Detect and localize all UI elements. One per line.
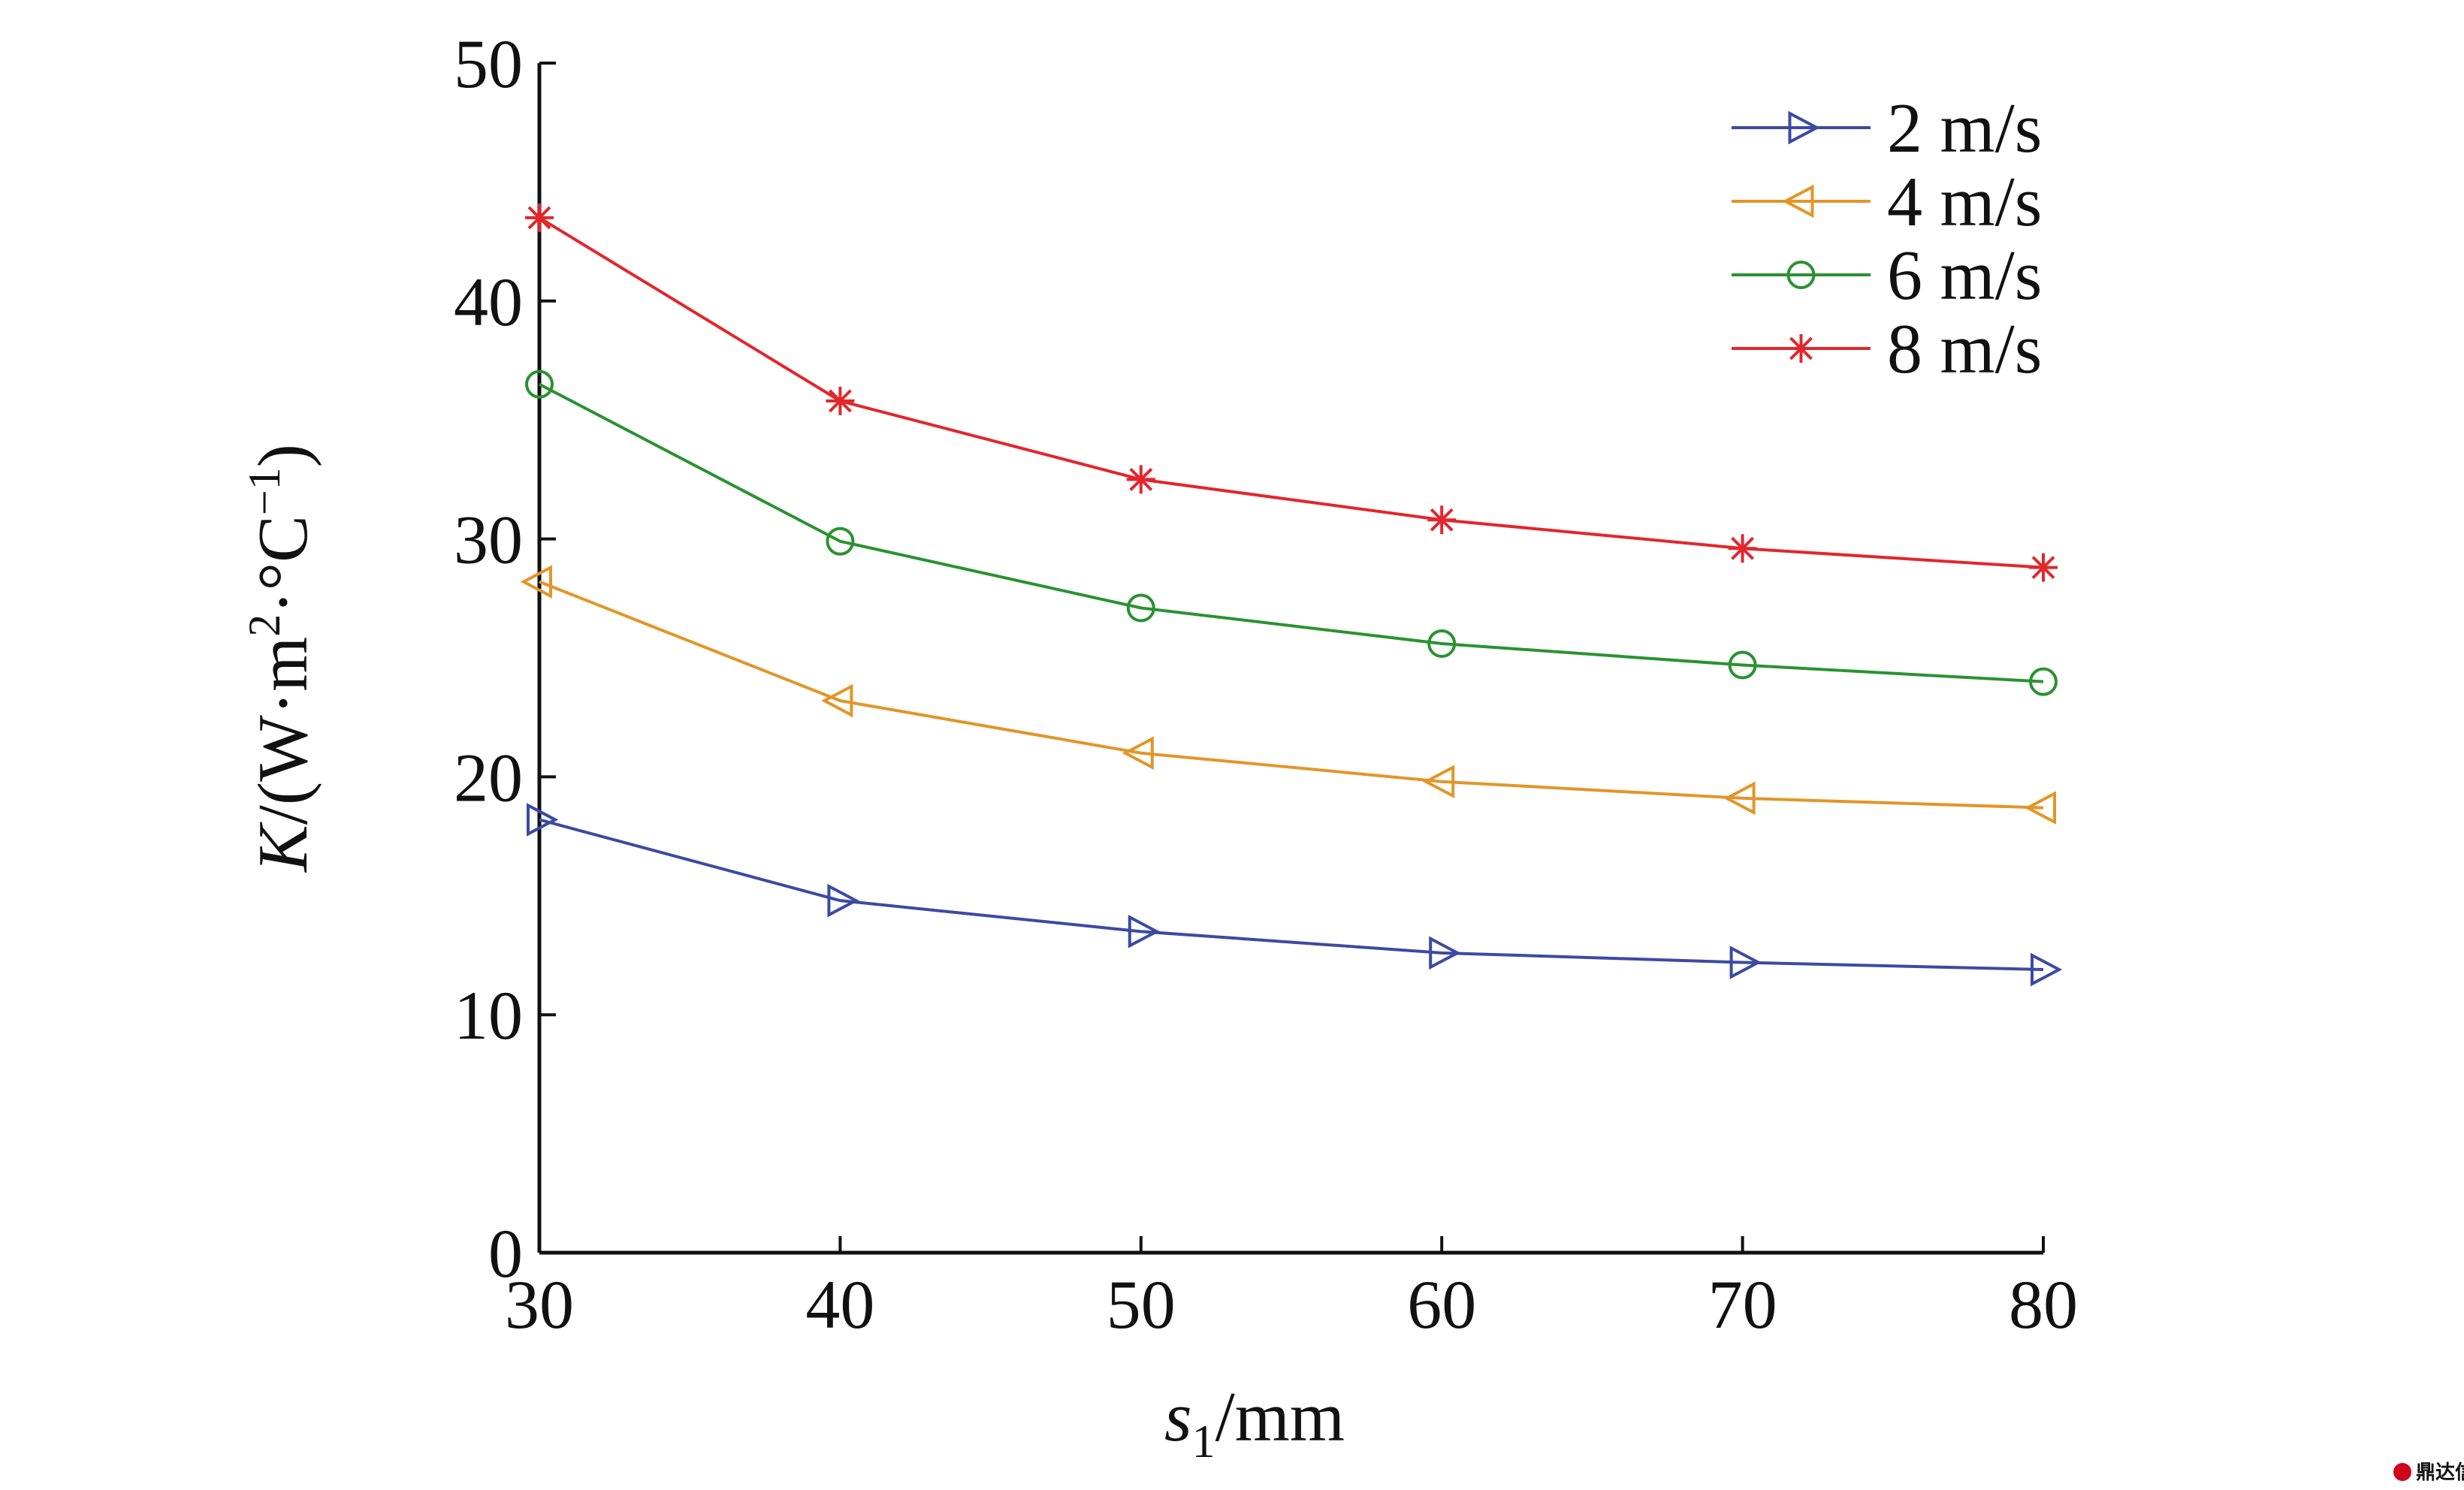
y-tick-label: 30 (454, 502, 523, 578)
y-tick-label: 20 (454, 739, 523, 816)
x-axis-title: s1/mm (1164, 1378, 1345, 1467)
x-tick-label: 50 (1107, 1266, 1176, 1343)
watermark: 鼎达信 (2393, 1461, 2464, 1483)
data-point (1728, 650, 1757, 680)
data-point (2024, 791, 2056, 825)
x-tick-label: 40 (805, 1266, 874, 1343)
x-axis-title-main: s (1164, 1378, 1192, 1456)
data-point (1729, 946, 1762, 979)
y-tick-label: 40 (454, 264, 523, 340)
y-tick-label: 50 (454, 26, 523, 102)
y-axis-title-sup-2: −1 (240, 467, 289, 515)
y-axis-title-symbol: K (244, 822, 322, 873)
dingda-logo-icon (2393, 1463, 2411, 1481)
legend-label: 4 m/s (1887, 163, 2042, 241)
series-line (538, 216, 2044, 569)
data-point (1427, 505, 1457, 535)
y-axis-title-unit-b: ·°C (244, 515, 322, 614)
legend-entry: 6 m/s (1732, 237, 2042, 315)
data-point (1728, 534, 1757, 563)
data-point (1427, 629, 1457, 658)
y-axis-title-close: ) (244, 444, 322, 467)
axes (537, 63, 2043, 1255)
legend-marker (1782, 184, 1814, 219)
data-point (1422, 765, 1455, 799)
series-line (539, 382, 2044, 683)
data-point (1122, 736, 1154, 771)
legend-marker (1786, 261, 1816, 289)
x-tick-label: 60 (1407, 1266, 1476, 1343)
data-point (1723, 781, 1756, 816)
data-point (821, 683, 853, 718)
series-3 (525, 369, 2058, 696)
watermark-text: 鼎达信 (2416, 1461, 2464, 1483)
ticks (538, 62, 2045, 1254)
data-point (2029, 667, 2058, 696)
series-line (539, 818, 2044, 972)
legend-marker (1786, 334, 1816, 363)
data-point (2031, 952, 2063, 987)
data-point (1429, 936, 1461, 970)
data-point (826, 526, 855, 556)
series-4 (525, 203, 2058, 582)
y-tick-label: 0 (488, 1215, 523, 1292)
data-point (1126, 465, 1155, 494)
data-point (826, 386, 855, 415)
data-point (525, 203, 554, 232)
data-point (527, 803, 559, 837)
legend: 2 m/s4 m/s6 m/s8 m/s (1732, 89, 2042, 388)
x-tick-label: 30 (505, 1266, 574, 1343)
data-point (520, 565, 552, 599)
legend-entry: 2 m/s (1732, 89, 2042, 167)
legend-label: 6 m/s (1887, 237, 2042, 315)
legend-label: 2 m/s (1887, 89, 2042, 167)
tick-labels: 30 40 50 60 70 80 0 10 20 30 40 50 (454, 26, 2078, 1343)
series-layer (520, 203, 2063, 987)
y-tick-label: 10 (454, 977, 523, 1054)
data-point (827, 883, 859, 918)
x-tick-label: 80 (2009, 1266, 2078, 1343)
legend-label: 8 m/s (1887, 310, 2042, 388)
series-1 (527, 803, 2063, 987)
legend-entry: 8 m/s (1732, 310, 2042, 388)
data-point (1128, 915, 1161, 949)
y-axis-title-sup-1: 2 (240, 614, 289, 637)
series-2 (520, 565, 2056, 825)
y-axis-title: K/(W·m2·°C−1) (240, 444, 322, 873)
data-point (1126, 593, 1155, 623)
x-axis-title-unit: /mm (1215, 1378, 1345, 1456)
legend-entry: 4 m/s (1732, 163, 2042, 241)
x-tick-label: 70 (1708, 1266, 1777, 1343)
x-axis-title-subscript: 1 (1192, 1416, 1215, 1467)
y-axis-title-unit-a: /(W·m (244, 637, 322, 825)
data-point (525, 369, 554, 399)
series-line (539, 580, 2044, 810)
data-point (2029, 553, 2058, 582)
legend-marker (1788, 110, 1820, 145)
